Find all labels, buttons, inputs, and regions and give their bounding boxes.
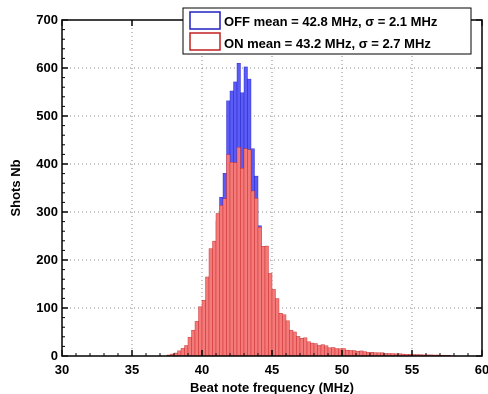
bar-on xyxy=(215,213,220,357)
bar-on xyxy=(219,205,224,357)
bar-on xyxy=(282,314,287,357)
bar-on xyxy=(313,343,318,357)
x-tick-label: 45 xyxy=(265,362,279,377)
bar-on xyxy=(334,348,339,357)
y-tick-label: 600 xyxy=(36,60,58,75)
legend-label-off: OFF mean = 42.8 MHz, σ = 2.1 MHz xyxy=(224,14,438,29)
y-tick-label: 300 xyxy=(36,204,58,219)
bar-on xyxy=(222,198,227,357)
bar-on xyxy=(268,273,273,357)
bar-on xyxy=(233,162,238,357)
bar-on xyxy=(180,348,185,357)
x-tick-label: 35 xyxy=(125,362,139,377)
legend-swatch-off xyxy=(189,11,221,30)
bar-on xyxy=(208,248,213,357)
bar-on xyxy=(324,345,329,357)
x-tick-label: 30 xyxy=(55,362,69,377)
legend: OFF mean = 42.8 MHz, σ = 2.1 MHz ON mean… xyxy=(182,7,472,55)
bar-on xyxy=(320,344,325,357)
y-tick-label: 400 xyxy=(36,156,58,171)
bar-on xyxy=(198,306,203,357)
bar-on xyxy=(201,299,206,357)
y-tick-label: 0 xyxy=(51,348,58,363)
legend-swatch-on xyxy=(189,32,221,51)
bar-on xyxy=(352,350,357,357)
bar-on xyxy=(187,337,192,357)
bar-on xyxy=(278,312,283,357)
bar-on xyxy=(296,336,301,357)
bar-on xyxy=(275,298,280,357)
bar-on xyxy=(261,246,266,357)
bar-on xyxy=(348,350,353,357)
bar-on xyxy=(240,168,245,357)
bar-on xyxy=(257,226,262,357)
bar-on xyxy=(327,347,332,357)
bar-on xyxy=(303,337,308,357)
bar-on xyxy=(236,146,241,357)
bar-on xyxy=(306,341,311,357)
y-tick-label: 100 xyxy=(36,300,58,315)
bar-on xyxy=(212,240,217,357)
bar-on xyxy=(345,349,350,357)
x-tick-label: 60 xyxy=(475,362,488,377)
bar-on xyxy=(243,148,248,357)
bar-on xyxy=(184,345,189,357)
legend-box xyxy=(182,7,472,55)
x-axis-label: Beat note frequency (MHz) xyxy=(190,380,354,394)
bar-on xyxy=(177,350,182,357)
bar-on xyxy=(285,320,290,357)
y-axis-label: Shots Nb xyxy=(8,159,23,216)
bar-on xyxy=(292,331,297,357)
bar-on xyxy=(317,345,322,357)
bar-on xyxy=(264,245,269,357)
bar-on xyxy=(191,329,196,357)
bar-on xyxy=(194,321,199,357)
bar-on xyxy=(310,342,315,357)
y-tick-label: 500 xyxy=(36,108,58,123)
bar-on xyxy=(229,161,234,357)
x-tick-labels: 30 35 40 45 50 55 60 xyxy=(55,362,488,377)
y-tick-label: 200 xyxy=(36,252,58,267)
bar-on xyxy=(299,338,304,357)
x-tick-label: 40 xyxy=(195,362,209,377)
bar-on xyxy=(271,289,276,357)
legend-label-on: ON mean = 43.2 MHz, σ = 2.7 MHz xyxy=(224,36,431,51)
bar-on xyxy=(226,154,231,357)
y-tick-labels: 0 100 200 300 400 500 600 700 xyxy=(36,12,58,363)
bar-on xyxy=(247,149,252,357)
x-tick-label: 50 xyxy=(335,362,349,377)
bar-on xyxy=(331,347,336,357)
bar-on xyxy=(359,350,364,357)
bar-on xyxy=(205,276,210,357)
y-tick-label: 700 xyxy=(36,12,58,27)
x-tick-label: 55 xyxy=(405,362,419,377)
bar-on xyxy=(289,329,294,357)
bar-on xyxy=(250,190,255,357)
bar-on xyxy=(254,198,259,357)
